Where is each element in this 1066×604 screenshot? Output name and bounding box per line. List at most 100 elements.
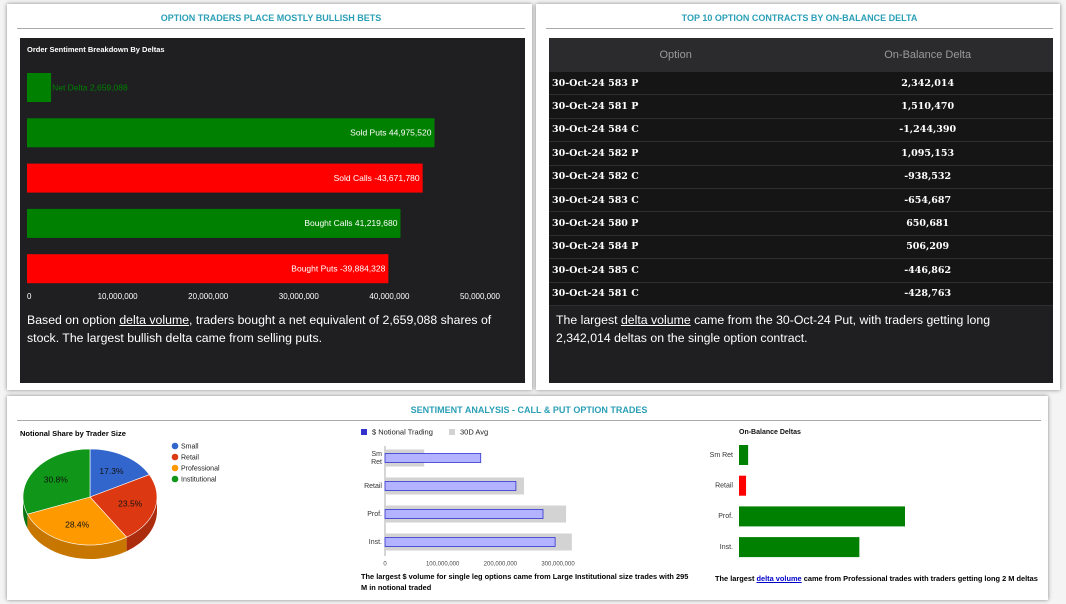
pie-side	[126, 497, 157, 552]
chart: Order Sentiment Breakdown By Deltas Net D…	[27, 45, 501, 301]
legend-label: Small	[181, 443, 199, 450]
data-label: 23.5%	[118, 499, 143, 509]
legend-marker	[449, 429, 455, 435]
pie-slice	[89, 448, 150, 498]
table-cell: 1,510,470	[802, 94, 1053, 119]
chart: $ Notional Trading 30D Avg Sm Ret Retail Prof…	[361, 427, 575, 568]
y-tick-label: Sm Ret	[371, 451, 382, 466]
table-cell: -654,687	[802, 188, 1053, 213]
table-cell: 506,209	[802, 235, 1053, 260]
header-row: Option On-Balance Delta	[549, 38, 1053, 72]
table-row: 30-Oct-24 584 P 506,209	[549, 235, 1053, 260]
y-tick-label: Inst.	[720, 544, 733, 551]
text: Based on option	[27, 313, 120, 327]
table-cell: 1,095,153	[802, 141, 1053, 166]
x-tick-label: 200,000,000	[484, 562, 518, 568]
bar	[384, 509, 544, 519]
table-cell: 650,681	[802, 211, 1053, 236]
y-tick-label: Sm Ret	[710, 452, 733, 459]
bar	[384, 453, 482, 463]
summary: Based on option delta volume, traders bo…	[27, 311, 517, 347]
table-cell: -938,532	[802, 165, 1053, 189]
bar	[27, 208, 401, 238]
panel-heading: SENTIMENT ANALYSIS - CALL & PUT OPTION T…	[17, 405, 1041, 421]
summary: The largest delta volume came from Profe…	[715, 573, 1045, 584]
link[interactable]: delta volume	[119, 313, 190, 327]
pie-slice	[26, 496, 128, 546]
bar	[739, 506, 905, 527]
chart-title: Order Sentiment Breakdown By Deltas	[27, 45, 165, 54]
table-row: 30-Oct-24 583 C -654,687	[549, 188, 1053, 213]
x-tick-label: 0	[383, 562, 387, 568]
legend-marker	[171, 475, 179, 483]
bar	[384, 481, 517, 491]
legend-label: Institutional	[181, 476, 217, 483]
y-tick-label: Retail	[715, 483, 733, 490]
text: came from Professional trades with trade…	[801, 574, 1038, 583]
table-cell: 30-Oct-24 581 C	[549, 282, 803, 306]
data-label: 28.4%	[65, 520, 90, 530]
chart: On-Balance Deltas Sm Ret Retail Prof. Inst.	[710, 429, 905, 558]
link[interactable]: delta volume	[756, 574, 802, 583]
text: , traders bought a net equivalent of 2,6…	[27, 313, 492, 345]
legend-label: Retail	[181, 454, 199, 461]
data-label: Net Delta 2,659,088	[52, 82, 128, 92]
table-cell: -1,244,390	[802, 118, 1053, 143]
bar	[27, 118, 435, 148]
y-tick-label: Prof.	[718, 513, 733, 520]
table-row: 30-Oct-24 581 P 1,510,470	[549, 94, 1053, 119]
chart: Notional Share by Trader Size 17.3% 23.5% 2…	[20, 429, 220, 559]
bar	[739, 445, 749, 465]
table-row: 30-Oct-24 582 C -938,532	[549, 165, 1053, 189]
text: The largest	[715, 574, 757, 583]
table-row: 30-Oct-24 583 P 2,342,014	[549, 72, 1053, 96]
link[interactable]: delta volume	[620, 313, 691, 327]
x-tick-label: 100,000,000	[426, 562, 460, 568]
pie-side	[23, 497, 28, 529]
table-cell: -428,763	[802, 282, 1053, 306]
x-tick-label: 300,000,000	[541, 562, 575, 568]
table-cell: 30-Oct-24 580 P	[549, 211, 803, 236]
column-header: Option	[549, 38, 803, 72]
legend-marker	[171, 464, 179, 472]
table-cell: 2,342,014	[802, 72, 1053, 96]
summary: The largest $ volume for single leg opti…	[361, 572, 689, 592]
data-label: Sold Puts 44,975,520	[350, 128, 432, 138]
table-row: 30-Oct-24 580 P 650,681	[549, 211, 1053, 236]
y-tick-label: Retail	[364, 483, 382, 490]
chart-title: On-Balance Deltas	[739, 429, 801, 436]
data-label: Sold Calls -43,671,780	[334, 173, 420, 183]
column-header: On-Balance Delta	[802, 38, 1053, 72]
data-label: 17.3%	[99, 466, 124, 476]
bar	[27, 73, 52, 102]
legend-marker	[171, 453, 179, 461]
bar	[27, 254, 389, 284]
table-row: 30-Oct-24 584 C -1,244,390	[549, 118, 1053, 143]
bar	[384, 537, 556, 547]
table-cell: 30-Oct-24 583 C	[549, 188, 803, 213]
table-cell: 30-Oct-24 582 C	[549, 165, 803, 189]
y-tick-label: Prof.	[367, 511, 382, 518]
panel-heading: OPTION TRADERS PLACE MOSTLY BULLISH BETS	[17, 13, 525, 29]
text: came from the 30-Oct-24 Put, with trader…	[556, 313, 991, 345]
x-tick-label: 50,000,000	[460, 292, 501, 301]
x-tick-label: 30,000,000	[279, 292, 320, 301]
table-cell: -446,862	[802, 258, 1053, 283]
legend-label: Professional	[181, 465, 220, 472]
y-tick-label: Inst.	[369, 539, 382, 546]
table-row: 30-Oct-24 585 C -446,862	[549, 258, 1053, 283]
table-row: 30-Oct-24 581 C -428,763	[549, 282, 1053, 306]
table-row: 30-Oct-24 582 P 1,095,153	[549, 141, 1053, 166]
text: The largest	[556, 313, 621, 327]
panel-heading: TOP 10 OPTION CONTRACTS BY ON-BALANCE DE…	[546, 13, 1053, 29]
legend-label: 30D Avg	[460, 427, 488, 436]
pie-slice	[89, 474, 158, 538]
table-cell: 30-Oct-24 585 C	[549, 258, 803, 283]
data-label: Bought Puts -39,884,328	[291, 263, 385, 273]
data-label: 30.8%	[44, 474, 69, 484]
legend-label: $ Notional Trading	[372, 427, 433, 436]
table-cell: 30-Oct-24 584 P	[549, 235, 803, 260]
table-cell: 30-Oct-24 584 C	[549, 118, 803, 143]
bar	[27, 163, 423, 193]
